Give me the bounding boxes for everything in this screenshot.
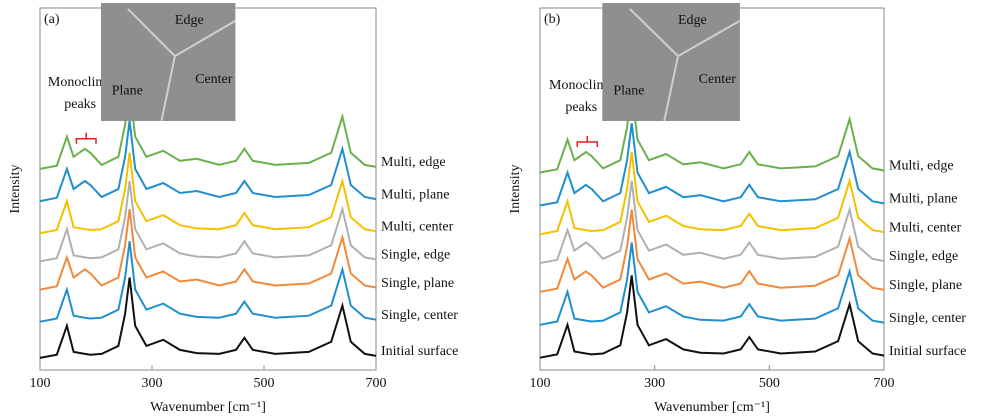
spectrum-line xyxy=(539,123,885,207)
inset-label: Center xyxy=(699,72,737,87)
spectrum-line xyxy=(39,88,377,170)
legend-label: Single, plane xyxy=(381,276,454,291)
inset-label: Plane xyxy=(613,84,644,99)
legend-label: Single, center xyxy=(889,311,966,326)
inset-label: Edge xyxy=(678,13,707,28)
legend-label: Initial surface xyxy=(381,344,458,359)
spectrum-line xyxy=(539,90,885,174)
inset-label: Plane xyxy=(112,84,143,99)
x-tick-label: 500 xyxy=(759,376,780,391)
x-tick-label: 700 xyxy=(874,376,895,391)
x-tick-label: 300 xyxy=(644,376,665,391)
inset-feature xyxy=(127,8,236,122)
annotation-text: peaks xyxy=(565,100,597,115)
legend-label: Multi, edge xyxy=(381,155,446,170)
x-tick-label: 100 xyxy=(30,376,51,391)
spectrum-line xyxy=(39,120,377,203)
panel-label: (a) xyxy=(44,12,60,27)
legend-label: Multi, center xyxy=(889,220,962,235)
spectrum-line xyxy=(539,151,885,236)
x-tick-label: 100 xyxy=(530,376,551,391)
x-tick-label: 700 xyxy=(366,376,387,391)
legend-label: Multi, edge xyxy=(889,159,954,174)
spectrum-line xyxy=(539,180,885,264)
legend-label: Multi, center xyxy=(381,219,454,234)
x-tick-label: 500 xyxy=(254,376,275,391)
spectrum-line xyxy=(39,277,377,359)
legend-label: Multi, plane xyxy=(381,187,449,202)
legend-label: Single, edge xyxy=(889,249,958,264)
inset-label: Center xyxy=(195,72,233,87)
annotation-bracket xyxy=(576,135,599,147)
inset-label: Edge xyxy=(175,13,204,28)
spectrum-line xyxy=(39,152,377,235)
spectrum-line xyxy=(39,208,377,291)
legend-label: Single, plane xyxy=(889,278,962,293)
spectrum-line xyxy=(39,241,377,323)
inset-feature xyxy=(629,8,741,122)
annotation-bracket xyxy=(75,132,97,144)
x-axis-label: Wavenumber [cm⁻¹] xyxy=(654,400,770,415)
inset-image xyxy=(602,3,740,121)
inset-image xyxy=(101,3,236,121)
spectrum-line xyxy=(539,209,885,293)
annotation-text: Monoclinic xyxy=(48,75,113,90)
y-axis-label: Intensity xyxy=(508,165,523,214)
annotation-text: peaks xyxy=(64,97,96,112)
legend-label: Single, center xyxy=(381,308,458,323)
annotation-text: Monoclinic xyxy=(549,78,614,93)
legend-label: Initial surface xyxy=(889,344,966,359)
spectrum-line xyxy=(39,180,377,263)
panel-label: (b) xyxy=(544,12,561,27)
legend-label: Multi, plane xyxy=(889,192,957,207)
x-axis-label: Wavenumber [cm⁻¹] xyxy=(150,400,266,415)
spectrum-line xyxy=(539,242,885,326)
y-axis-label: Intensity xyxy=(8,165,23,214)
legend-label: Single, edge xyxy=(381,248,450,263)
spectrum-line xyxy=(539,275,885,359)
x-tick-label: 300 xyxy=(142,376,163,391)
